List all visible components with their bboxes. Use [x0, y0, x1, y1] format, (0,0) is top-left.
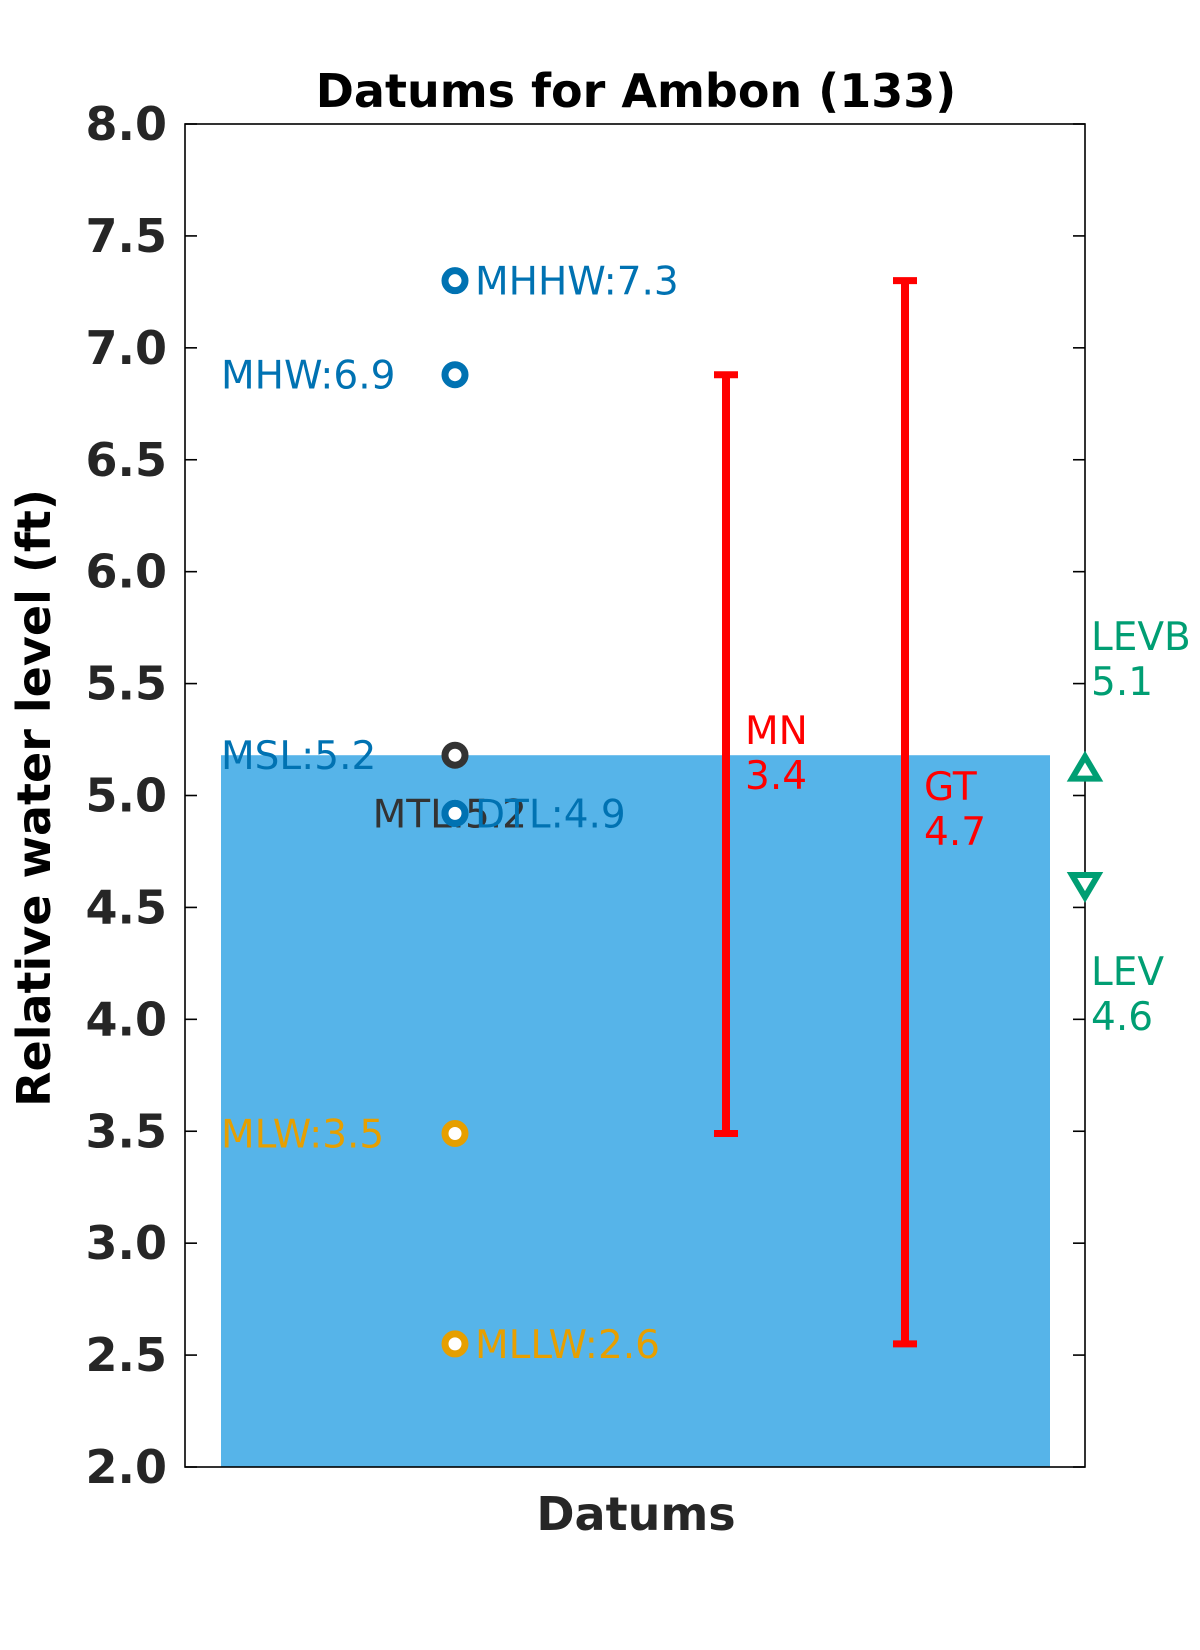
y-tick-label: 6.0 [86, 545, 168, 599]
y-tick-label: 4.0 [86, 992, 168, 1046]
datum-point [441, 741, 469, 769]
y-tick-label: 7.0 [86, 321, 168, 375]
range-name-label: GT [924, 765, 977, 810]
y-tick-label: 4.5 [86, 880, 168, 934]
range-value-label: 4.7 [924, 810, 986, 855]
datum-point [441, 267, 469, 295]
y-tick-label: 5.5 [86, 657, 168, 711]
datum-points: MHHW:7.3MHW:6.9MSL:5.2MTL:5.2DTL:4.9MLW:… [221, 260, 679, 1368]
y-tick-label: 6.5 [86, 433, 168, 487]
y-tick-label: 2.0 [86, 1440, 168, 1494]
extreme-name-label: LEVB [1091, 615, 1191, 660]
extreme-marker-lev [1066, 872, 1104, 903]
datum-label: MLW:3.5 [221, 1112, 384, 1157]
y-tick-label: 3.5 [86, 1104, 168, 1158]
y-tick-label: 3.0 [86, 1216, 168, 1270]
datum-label: MHHW:7.3 [475, 260, 679, 305]
extreme-marker-levb [1066, 750, 1104, 782]
range-value-label: 3.4 [745, 754, 807, 799]
range-bars: MN3.4 GT4.7 [714, 277, 986, 1348]
datum-label: DTL:4.9 [475, 792, 626, 837]
chart-title: Datums for Ambon (133) [316, 64, 957, 118]
extreme-value-label: 4.6 [1091, 995, 1153, 1040]
datum-label: MLLW:2.6 [475, 1323, 660, 1368]
datum-point [441, 1330, 469, 1358]
range-name-label: MN [745, 709, 808, 754]
extreme-name-label: LEV [1091, 950, 1164, 995]
datum-label: MHW:6.9 [221, 354, 395, 399]
datum-point [441, 361, 469, 389]
y-tick-label: 5.0 [86, 769, 168, 823]
datum-point [441, 1119, 469, 1147]
y-tick-label: 8.0 [86, 97, 168, 151]
msl-fill-area [221, 755, 1050, 1467]
y-axis-label: Relative water level (ft) [7, 489, 61, 1107]
y-tick-label: 2.5 [86, 1328, 168, 1382]
extreme-value-label: 5.1 [1091, 660, 1153, 705]
datum-label: MSL:5.2 [221, 734, 376, 779]
datum-point [441, 799, 469, 827]
x-axis-label: Datums [536, 1487, 735, 1541]
y-tick-label: 7.5 [86, 209, 168, 263]
plot-frame [184, 123, 1086, 1468]
y-axis-ticks: 2.0 2.5 3.0 3.5 4.0 4.5 5.0 5.5 6.0 6.5 7.0 7.5 8.0 [86, 97, 1085, 1494]
